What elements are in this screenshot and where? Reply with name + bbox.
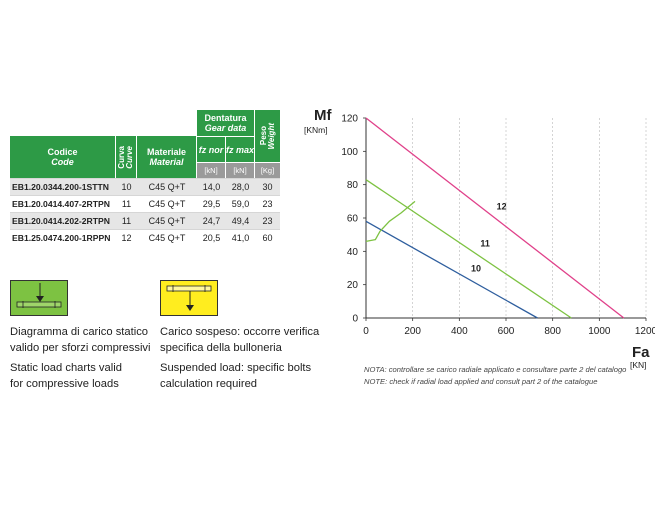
table-cell-fz-max: 59,0 (226, 195, 255, 212)
table-cell-curve: 10 (116, 178, 137, 195)
y-tick-label: 120 (341, 114, 358, 125)
unit-weight: [Kg] (255, 162, 280, 178)
header-weight: Peso Weight (255, 110, 280, 162)
specs-table: Dentatura Gear data Peso Weight Codice C… (10, 110, 280, 246)
x-tick-label: 0 (363, 326, 369, 337)
chart-grid (412, 118, 647, 318)
x-axis-label: Fa (632, 344, 650, 361)
table-cell-curve: 11 (116, 195, 137, 212)
suspended-load-icon (160, 280, 218, 316)
table-cell-code: EB1.20.0344.200-1STTN (10, 178, 116, 195)
table-cell-fz-nor: 20,5 (197, 229, 226, 246)
table-cell-material: C45 Q+T (137, 229, 197, 246)
table-cell-curve: 11 (116, 212, 137, 229)
static-load-text: Diagramma di carico statico valido per s… (10, 326, 151, 390)
chart-series: 10 11 12 (365, 117, 625, 319)
y-tick-label: 100 (341, 147, 358, 158)
table-cell-weight: 60 (255, 229, 280, 246)
table-cell-fz-nor: 29,5 (197, 195, 226, 212)
table-cell-weight: 23 (255, 195, 280, 212)
table-cell-code: EB1.20.0414.202-2RTPN (10, 212, 116, 229)
table-cell-fz-max: 49,4 (226, 212, 255, 229)
table-cell-code: EB1.20.0414.407-2RTPN (10, 195, 116, 212)
static-load-icon (10, 280, 68, 316)
header-code: Codice Code (10, 136, 116, 178)
y-tick-label: 80 (347, 180, 359, 191)
header-fz-nor: fz nor (197, 136, 226, 162)
y-axis-label: Mf (314, 107, 332, 124)
series-line-11 (365, 179, 572, 319)
y-tick-label: 0 (352, 314, 358, 325)
x-tick-label: 800 (544, 326, 561, 337)
x-tick-label: 200 (404, 326, 421, 337)
y-tick-label: 40 (347, 247, 359, 258)
table-cell-fz-nor: 14,0 (197, 178, 226, 195)
x-axis-unit: [KN] (630, 360, 647, 370)
x-tick-label: 400 (451, 326, 468, 337)
suspended-load-text: Carico sospeso: occorre verifica specifi… (160, 326, 320, 390)
series-line-extra (365, 200, 416, 242)
table-cell-material: C45 Q+T (137, 178, 197, 195)
header-curve: Curva Curve (116, 136, 137, 178)
y-tick-label: 60 (347, 214, 359, 225)
series-label-12: 12 (497, 202, 507, 212)
table-cell-fz-max: 41,0 (226, 229, 255, 246)
x-tick-label: 1200 (635, 326, 655, 337)
header-fz-max: fz max (226, 136, 255, 162)
unit-fz-nor: [kN] (197, 162, 226, 178)
series-line-12 (365, 117, 625, 319)
series-label-11: 11 (480, 238, 490, 248)
table-cell-weight: 23 (255, 212, 280, 229)
y-tick-label: 20 (347, 280, 359, 291)
table-cell-fz-nor: 24,7 (197, 212, 226, 229)
table-cell-weight: 30 (255, 178, 280, 195)
series-line-10 (365, 220, 538, 319)
note-italian: NOTA: controllare se carico radiale appl… (364, 365, 627, 374)
y-axis-unit: [KNm] (304, 125, 328, 135)
x-tick-label: 1000 (588, 326, 611, 337)
table-header-blank (10, 110, 197, 136)
table-cell-curve: 12 (116, 229, 137, 246)
x-tick-label: 600 (498, 326, 515, 337)
table-cell-material: C45 Q+T (137, 195, 197, 212)
header-gear-data: Dentatura Gear data (197, 110, 255, 136)
table-cell-fz-max: 28,0 (226, 178, 255, 195)
series-label-10: 10 (471, 263, 481, 273)
table-cell-code: EB1.25.0474.200-1RPPN (10, 229, 116, 246)
header-material: Materiale Material (137, 136, 197, 178)
unit-fz-max: [kN] (226, 162, 255, 178)
note-english: NOTE: check if radial load applied and c… (364, 377, 598, 386)
table-cell-material: C45 Q+T (137, 212, 197, 229)
